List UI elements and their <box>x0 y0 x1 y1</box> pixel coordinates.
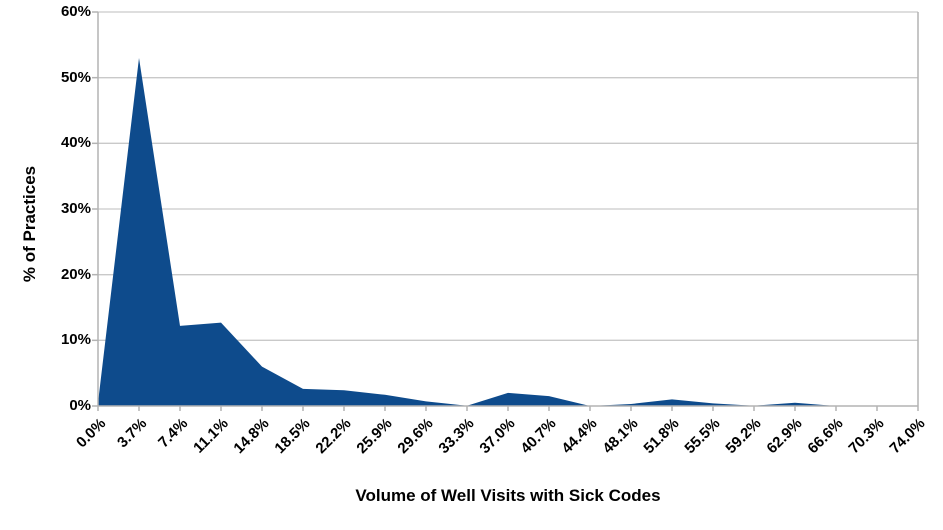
y-tick-label: 10% <box>60 331 91 349</box>
area-series <box>98 58 918 406</box>
y-tick-label: 60% <box>60 3 91 20</box>
y-tick-label: 20% <box>60 265 91 283</box>
x-axis-title: Volume of Well Visits with Sick Codes <box>355 486 661 505</box>
y-tick-label: 30% <box>60 200 91 217</box>
y-tick-label: 50% <box>60 68 91 86</box>
y-tick-label: 0% <box>69 397 91 414</box>
y-axis-title: % of Practices <box>20 165 39 283</box>
y-tick-label: 40% <box>60 134 91 152</box>
